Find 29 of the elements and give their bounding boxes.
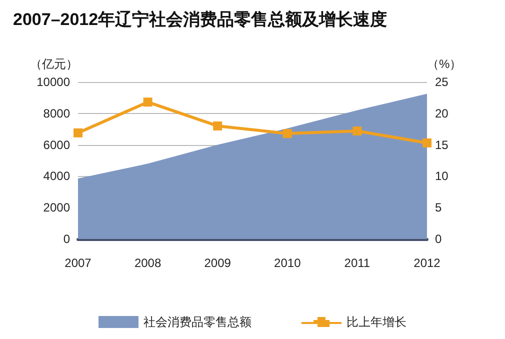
y-tick-label: 10000 [36,75,70,89]
chart-title: 2007–2012年辽宁社会消费品零售总额及增长速度 [13,10,388,29]
y2-tick-label: 0 [435,232,442,246]
y2-tick-label: 20 [435,106,449,120]
y2-tick-label: 25 [435,75,449,89]
x-tick-label: 2007 [64,256,92,270]
y2-tick-label: 10 [435,169,449,184]
y-tick-label: 0 [63,232,70,246]
x-tick-label: 2010 [274,256,302,270]
y-tick-label: 8000 [43,106,70,120]
point [352,126,362,136]
x-tick-label: 2011 [344,256,370,270]
y2-axis-title: （%） [427,57,462,71]
y-tick-label: 6000 [43,138,70,152]
y-axis-title: （亿元） [30,57,78,71]
point [282,128,292,138]
y-tick-label: 4000 [43,169,70,184]
x-tick-label: 2008 [134,256,162,270]
point [213,121,222,130]
x-tick-label: 2012 [414,256,441,270]
y2-tick-label: 15 [435,138,449,152]
legend-label: 比上年增长 [346,315,406,329]
y2-tick-label: 5 [435,200,442,215]
point [74,128,82,138]
x-tick-label: 2009 [204,256,232,270]
point [143,98,152,107]
legend-label: 社会消费品零售总额 [144,315,252,329]
point [422,138,432,148]
y-tick-label: 2000 [43,200,70,215]
